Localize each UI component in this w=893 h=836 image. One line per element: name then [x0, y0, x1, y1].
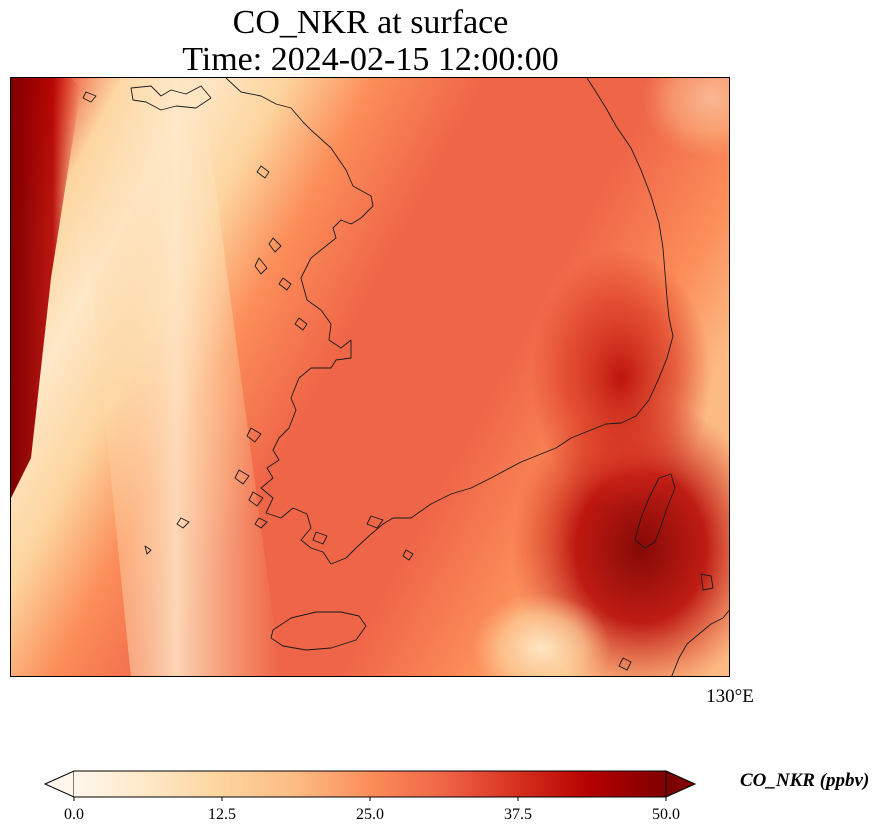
korea-coastline	[225, 78, 674, 565]
field-west-high	[11, 78, 81, 498]
concentration-map	[11, 78, 729, 676]
longitude-tick-label: 130°E	[706, 686, 754, 707]
field-low-band	[71, 78, 281, 676]
colorbar-ticks	[73, 797, 667, 801]
colorbar	[43, 770, 697, 801]
field-northeast-low	[641, 78, 729, 158]
coastlines	[82, 78, 729, 676]
colorbar-min-extend	[43, 770, 75, 798]
colorbar-tick-label: 37.5	[504, 806, 532, 823]
field-southeast-low	[471, 593, 611, 676]
jeju-coastline	[270, 611, 367, 651]
field-east-high	[531, 248, 711, 508]
map-panel	[10, 77, 730, 677]
map-title: CO_NKR at surface	[232, 4, 509, 41]
colorbar-max-extend	[665, 770, 697, 798]
map-time-subtitle: Time: 2024-02-15 12:00:00	[182, 41, 559, 78]
colorbar-label: CO_NKR (ppbv)	[740, 770, 870, 791]
tsushima-coastline	[634, 473, 676, 549]
colorbar-tick-label: 25.0	[356, 806, 384, 823]
colorbar-tick-label: 50.0	[652, 806, 680, 823]
colorbar-tick-label: 12.5	[208, 806, 236, 823]
colorbar-tick-label: 0.0	[64, 806, 84, 823]
colorbar-gradient	[74, 771, 666, 797]
